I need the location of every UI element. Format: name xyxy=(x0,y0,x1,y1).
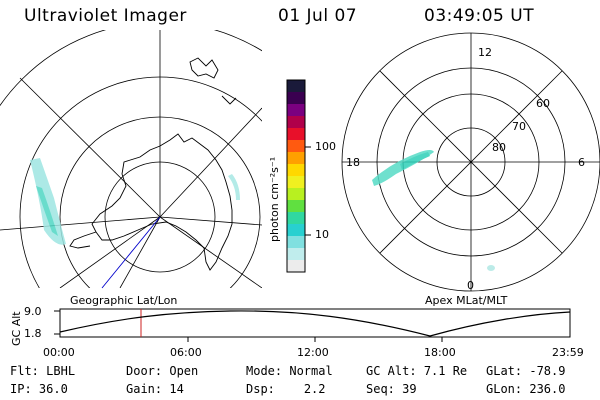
colorbar-segment xyxy=(287,176,305,189)
time-label: 03:49:05 UT xyxy=(424,6,535,26)
date-label: 01 Jul 07 xyxy=(278,6,358,26)
mlt-label-12: 12 xyxy=(478,46,492,59)
colorbar-segment xyxy=(287,188,305,201)
altitude-ylabel: GC Alt xyxy=(10,311,23,346)
instrument-title: Ultraviolet Imager xyxy=(24,6,187,26)
apex-panel-label: Apex MLat/MLT xyxy=(425,294,508,307)
colorbar-segment xyxy=(287,212,305,225)
status-gain: Gain: 14 xyxy=(126,382,184,396)
colorbar-segment xyxy=(287,248,305,261)
status-door: Door: Open xyxy=(126,364,199,378)
colorbar-unit-label: photon cm⁻²s⁻¹ xyxy=(268,156,281,242)
mlat-label-70: 70 xyxy=(512,120,526,133)
colorbar-segment xyxy=(287,104,305,117)
colorbar-segment xyxy=(287,152,305,165)
altitude-xtick-4: 23:59 xyxy=(552,346,584,359)
altitude-xtick-1: 06:00 xyxy=(170,346,202,359)
colorbar-segment xyxy=(287,140,305,153)
altitude-plot xyxy=(54,308,571,342)
colorbar-segment xyxy=(287,224,305,237)
mlat-label-60: 60 xyxy=(536,97,550,110)
status-ip: IP: 36.0 xyxy=(10,382,68,396)
altitude-xtick-0: 00:00 xyxy=(43,346,75,359)
colorbar-segment xyxy=(287,200,305,213)
mlt-label-6: 6 xyxy=(578,156,585,169)
colorbar-tick-100: 100 xyxy=(315,140,336,153)
geo-panel-label: Geographic Lat/Lon xyxy=(70,294,178,307)
altitude-ytick-low: 1.8 xyxy=(24,327,42,340)
status-gc-alt: GC Alt: 7.1 Re xyxy=(366,364,468,378)
status-flt: Flt: LBHL xyxy=(10,364,76,378)
status-glon: GLon: 236.0 xyxy=(486,382,566,396)
colorbar-tick-10: 10 xyxy=(315,228,329,241)
status-glat: GLat: -78.9 xyxy=(486,364,566,378)
status-seq: Seq: 39 xyxy=(366,382,417,396)
status-dsp: Dsp: 2.2 xyxy=(246,382,326,396)
altitude-xtick-3: 18:00 xyxy=(424,346,456,359)
colorbar xyxy=(286,79,306,273)
colorbar-segment xyxy=(287,164,305,177)
colorbar-segment xyxy=(287,260,305,273)
status-mode: Mode: Normal xyxy=(246,364,333,378)
altitude-ytick-high: 9.0 xyxy=(24,305,42,318)
geographic-map xyxy=(0,30,262,289)
colorbar-frame xyxy=(286,79,306,273)
mlt-label-0: 0 xyxy=(467,279,474,292)
apex-polar-plot xyxy=(341,32,600,292)
colorbar-segment xyxy=(287,92,305,105)
colorbar-segment xyxy=(287,116,305,129)
mlt-label-18: 18 xyxy=(346,156,360,169)
mlat-label-80: 80 xyxy=(492,141,506,154)
altitude-xtick-2: 12:00 xyxy=(297,346,329,359)
colorbar-segment xyxy=(287,128,305,141)
colorbar-segment xyxy=(287,80,305,93)
colorbar-segment xyxy=(287,236,305,249)
